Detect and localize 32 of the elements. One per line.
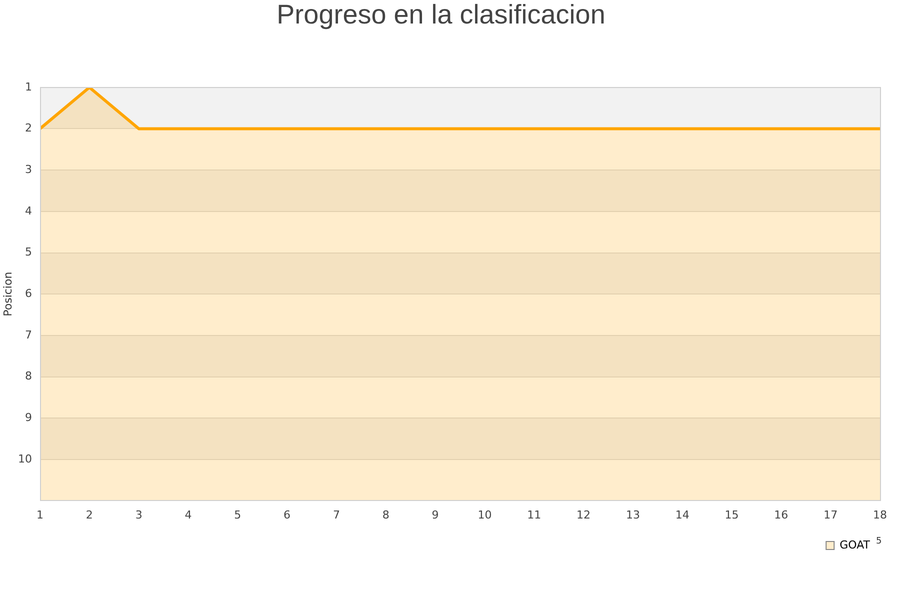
x-tick-label: 18 — [873, 508, 887, 522]
y-tick-label: 7 — [25, 328, 32, 342]
y-tick-label: 4 — [25, 204, 32, 218]
x-tick-label: 17 — [824, 508, 838, 522]
y-tick-label: 9 — [25, 410, 32, 424]
x-tick-label: 8 — [382, 508, 390, 522]
x-tick-label: 15 — [724, 508, 739, 522]
x-tick-label: 13 — [626, 508, 640, 522]
x-tick-label: 11 — [527, 508, 542, 522]
y-tick-label: 1 — [25, 80, 32, 94]
x-tick-label: 14 — [675, 508, 690, 522]
x-tick-label: 1 — [36, 508, 44, 522]
x-tick-label: 2 — [86, 508, 93, 522]
x-tick-label: 6 — [284, 508, 291, 522]
text: 5 — [876, 536, 882, 546]
x-tick-label: 16 — [774, 508, 788, 522]
x-tick-label: 10 — [478, 508, 492, 522]
x-tick-label: 12 — [576, 508, 591, 522]
x-tick-label: 9 — [432, 508, 439, 522]
y-tick-label: 3 — [25, 162, 32, 176]
x-tick-label: 4 — [184, 508, 192, 522]
legend-label: GOAT — [840, 538, 870, 552]
chart-title: Progreso en la clasificacion — [276, 0, 606, 30]
x-tick-label: 5 — [234, 508, 242, 522]
y-tick-label: 8 — [25, 370, 32, 383]
y-tick-label: 5 — [25, 246, 32, 259]
y-tick-label: 2 — [25, 122, 32, 135]
x-tick-label: 7 — [332, 508, 340, 522]
y-tick-label: 10 — [18, 452, 32, 466]
x-tick-label: 3 — [135, 508, 142, 522]
y-axis-title: Posicion — [1, 272, 14, 316]
y-tick-label: 6 — [25, 286, 32, 300]
